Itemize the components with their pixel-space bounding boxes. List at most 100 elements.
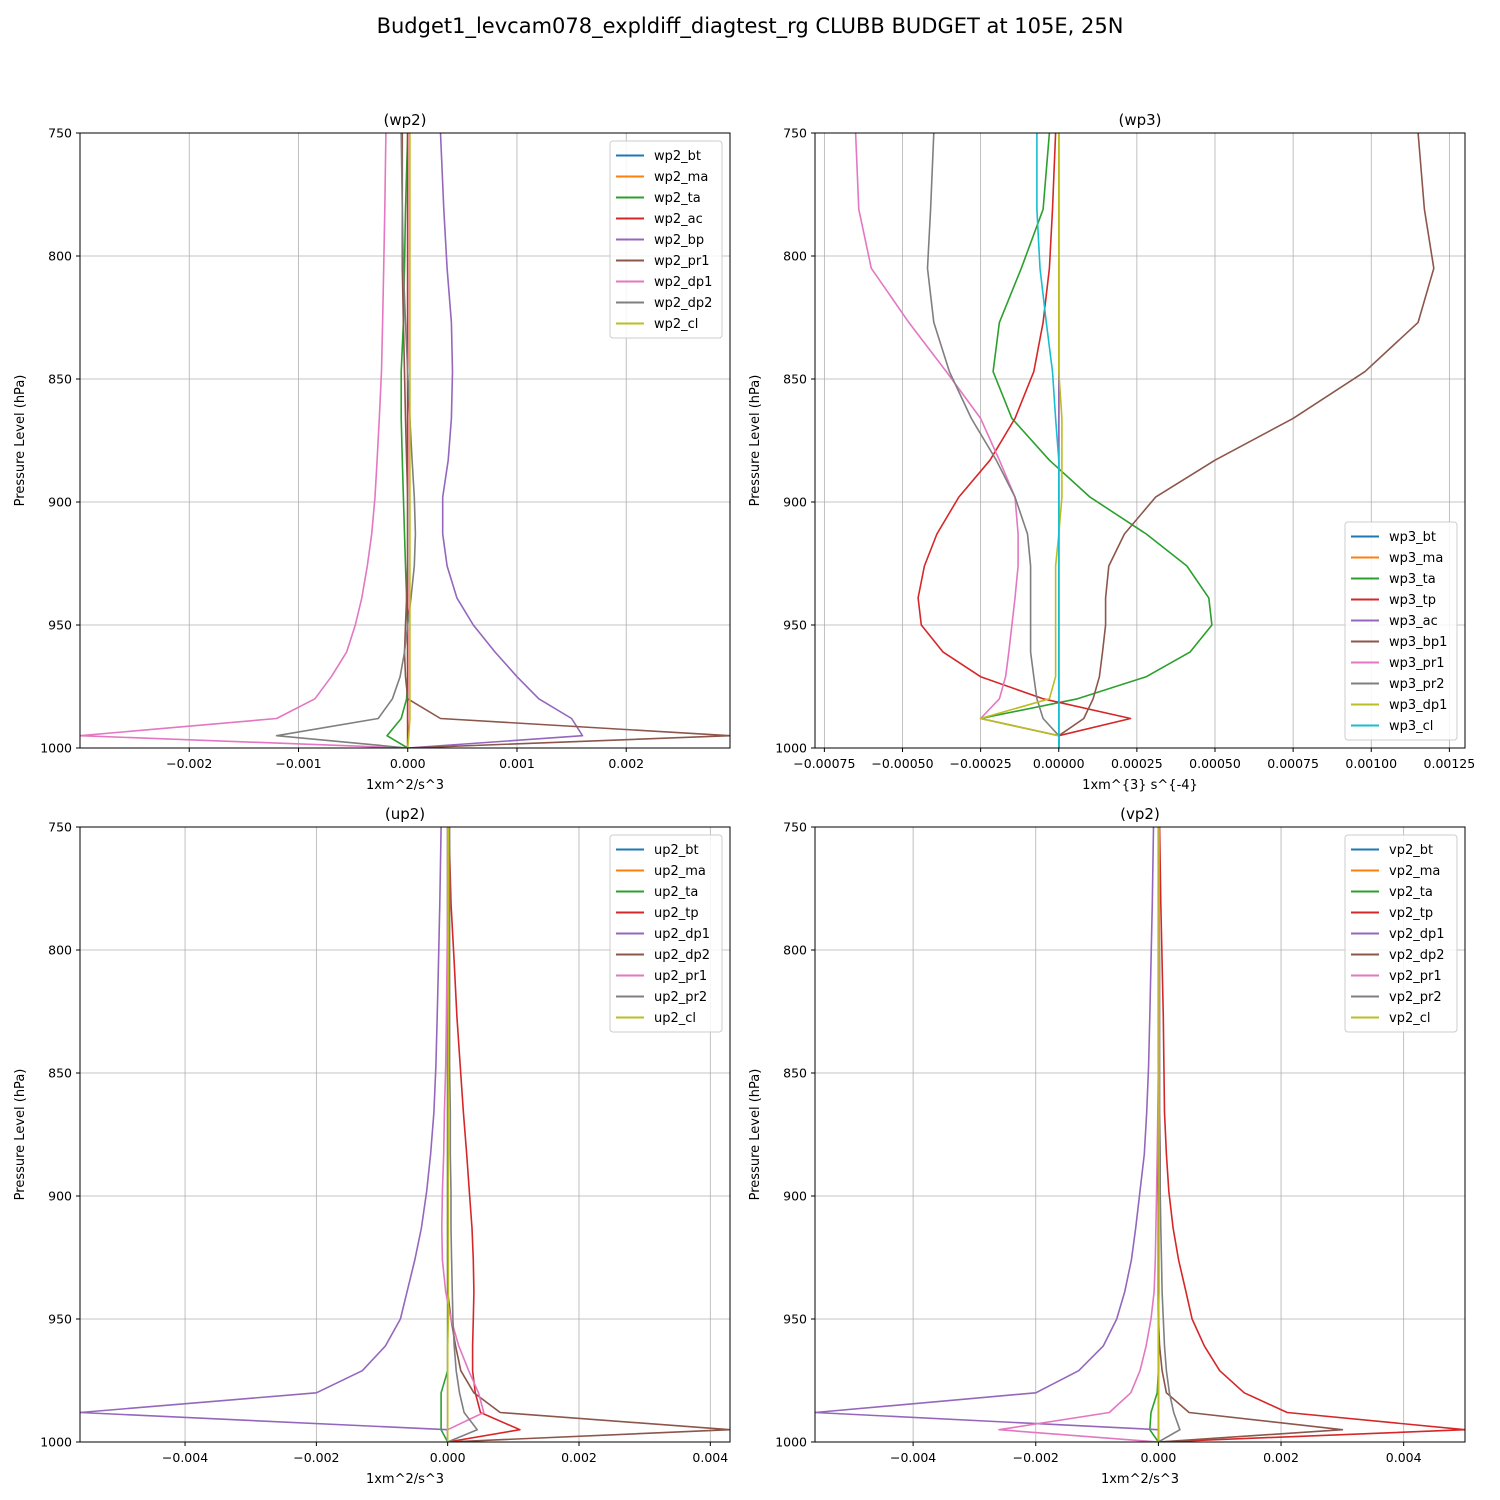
y-tick-label: 800 (48, 249, 72, 264)
series-line-vp2_cl (1157, 827, 1160, 1442)
x-tick-label: −0.004 (162, 1450, 208, 1465)
legend: up2_bt up2_ma up2_ta up2_tp up2_dp1 up2_dp2up… (609, 834, 723, 1033)
axes-frame (79, 132, 731, 749)
y-tick-label: 900 (783, 495, 807, 510)
legend-entry-wp3_dp1: wp3_dp1 (1389, 698, 1447, 713)
y-tick-label: 800 (48, 943, 72, 958)
panel-wp3: −0.00075 −0.00050 −0.00025 0.00000 0.00025 0.… (748, 111, 1475, 793)
legend-entry-vp2_pr2: vp2_pr2 (1389, 990, 1442, 1005)
x-tick-label: 0.002 (608, 756, 644, 771)
panel-vp2: −0.004 −0.002 0.000 0.002 0.004 750 800 850 900 9… (748, 805, 1466, 1487)
panel-up2: −0.004 −0.002 0.000 0.002 0.004 750 800 850 900 9… (13, 805, 731, 1487)
series-line-wp3_tp (917, 133, 1132, 748)
legend-entry-wp3_pr2: wp3_pr2 (1389, 677, 1445, 692)
x-axis-label: 1xm^2/s^3 (1101, 1472, 1179, 1487)
legend-entry-vp2_tp: vp2_tp (1389, 906, 1433, 921)
series-line-wp3_pr2 (926, 133, 1060, 748)
y-tick-label: 1000 (40, 1435, 72, 1450)
series-line-vp2_dp1 (815, 827, 1160, 1442)
y-tick-label: 800 (783, 943, 807, 958)
x-tick-label: −0.002 (166, 756, 212, 771)
y-tick-label: 950 (783, 1312, 807, 1327)
y-axis-label: Pressure Level (hPa) (748, 1069, 763, 1201)
legend-entry-vp2_ta: vp2_ta (1389, 885, 1433, 900)
series-line-up2_tp (447, 827, 521, 1442)
y-tick-label: 900 (48, 495, 72, 510)
x-tick-label: 0.00050 (1189, 756, 1241, 771)
x-tick-label: 0.004 (1386, 1450, 1422, 1465)
series-line-wp3_pr1 (854, 133, 1060, 748)
y-tick-label: 850 (783, 1066, 807, 1081)
axes-frame (814, 826, 1466, 1443)
legend-entry-wp2_pr1: wp2_pr1 (654, 254, 710, 269)
panel-title: (vp2) (1120, 805, 1160, 823)
y-tick-label: 950 (48, 1312, 72, 1327)
x-tick-label: 0.001 (499, 756, 535, 771)
panel-title: (up2) (385, 805, 425, 823)
x-tick-label: −0.00050 (871, 756, 933, 771)
legend-entry-wp3_bp1: wp3_bp1 (1389, 635, 1447, 650)
legend-entry-wp3_cl: wp3_cl (1389, 719, 1433, 734)
x-axis-label: 1xm^{3} s^{-4} (1082, 778, 1198, 793)
series-line-up2_cl (446, 827, 450, 1442)
series-line-wp2_dp1 (80, 133, 408, 748)
series-line-up2_dp1 (80, 827, 449, 1442)
legend-entry-wp3_ta: wp3_ta (1389, 572, 1436, 587)
legend-box (609, 834, 723, 1033)
y-axis-label: Pressure Level (hPa) (748, 375, 763, 507)
x-tick-label: 0.002 (561, 1450, 597, 1465)
x-tick-label: 0.000 (1140, 1450, 1176, 1465)
legend-entry-up2_dp2: up2_dp2 (654, 948, 710, 963)
x-axis-label: 1xm^2/s^3 (366, 778, 444, 793)
x-tick-label: 0.000 (430, 1450, 466, 1465)
legend-entry-up2_cl: up2_cl (654, 1011, 696, 1026)
legend: wp3_bt wp3_ma wp3_ta wp3_tp wp3_ac wp3_bp1 wp3… (1344, 521, 1458, 741)
legend-entry-wp3_pr1: wp3_pr1 (1389, 656, 1445, 671)
legend-entry-wp3_ac: wp3_ac (1389, 614, 1438, 629)
legend-entry-wp3_bt: wp3_bt (1389, 530, 1436, 545)
x-tick-label: −0.002 (1013, 1450, 1059, 1465)
series-line-wp3_ta (979, 133, 1213, 748)
panel-title: (wp2) (383, 111, 426, 129)
legend-entry-vp2_dp2: vp2_dp2 (1389, 948, 1445, 963)
legend-entry-up2_tp: up2_tp (654, 906, 699, 921)
legend-entry-up2_pr1: up2_pr1 (654, 969, 707, 984)
legend-entry-up2_ma: up2_ma (654, 864, 706, 879)
x-tick-label: −0.004 (890, 1450, 936, 1465)
legend-entry-up2_ta: up2_ta (654, 885, 698, 900)
y-tick-label: 750 (783, 820, 807, 835)
y-axis-label: Pressure Level (hPa) (13, 1069, 28, 1201)
x-tick-label: 0.00125 (1424, 756, 1476, 771)
series-line-wp3_bp1 (1058, 133, 1435, 748)
axes-frame (79, 826, 731, 1443)
legend-entry-wp3_tp: wp3_tp (1389, 593, 1436, 608)
series-line-wp2_cl (406, 133, 411, 748)
x-tick-label: 0.00000 (1033, 756, 1085, 771)
legend-entry-up2_dp1: up2_dp1 (654, 927, 710, 942)
series-line-vp2_tp (1158, 827, 1465, 1442)
y-tick-label: 750 (48, 820, 72, 835)
series-line-wp2_pr1 (401, 133, 730, 748)
series-line-wp2_dp2 (275, 133, 417, 748)
series-group (815, 827, 1465, 1442)
y-tick-label: 900 (783, 1189, 807, 1204)
x-tick-label: −0.00025 (950, 756, 1012, 771)
series-line-vp2_pr1 (998, 827, 1160, 1442)
legend-entry-wp3_ma: wp3_ma (1389, 551, 1443, 566)
legend-entry-wp2_cl: wp2_cl (654, 317, 698, 332)
legend-entry-vp2_cl: vp2_cl (1389, 1011, 1430, 1026)
series-line-vp2_dp2 (1157, 827, 1344, 1442)
series-line-up2_pr1 (440, 827, 485, 1442)
series-line-wp3_cl (1036, 133, 1060, 748)
legend-entry-wp2_bp: wp2_bp (654, 233, 704, 248)
y-tick-label: 800 (783, 249, 807, 264)
legend-entry-wp2_ma: wp2_ma (654, 170, 708, 185)
series-group (80, 133, 730, 748)
x-tick-label: 0.00075 (1267, 756, 1319, 771)
legend-entry-vp2_dp1: vp2_dp1 (1389, 927, 1445, 942)
x-tick-label: 0.004 (692, 1450, 728, 1465)
x-tick-label: 0.00025 (1111, 756, 1163, 771)
x-tick-label: 0.002 (1263, 1450, 1299, 1465)
legend-entry-wp2_bt: wp2_bt (654, 149, 701, 164)
